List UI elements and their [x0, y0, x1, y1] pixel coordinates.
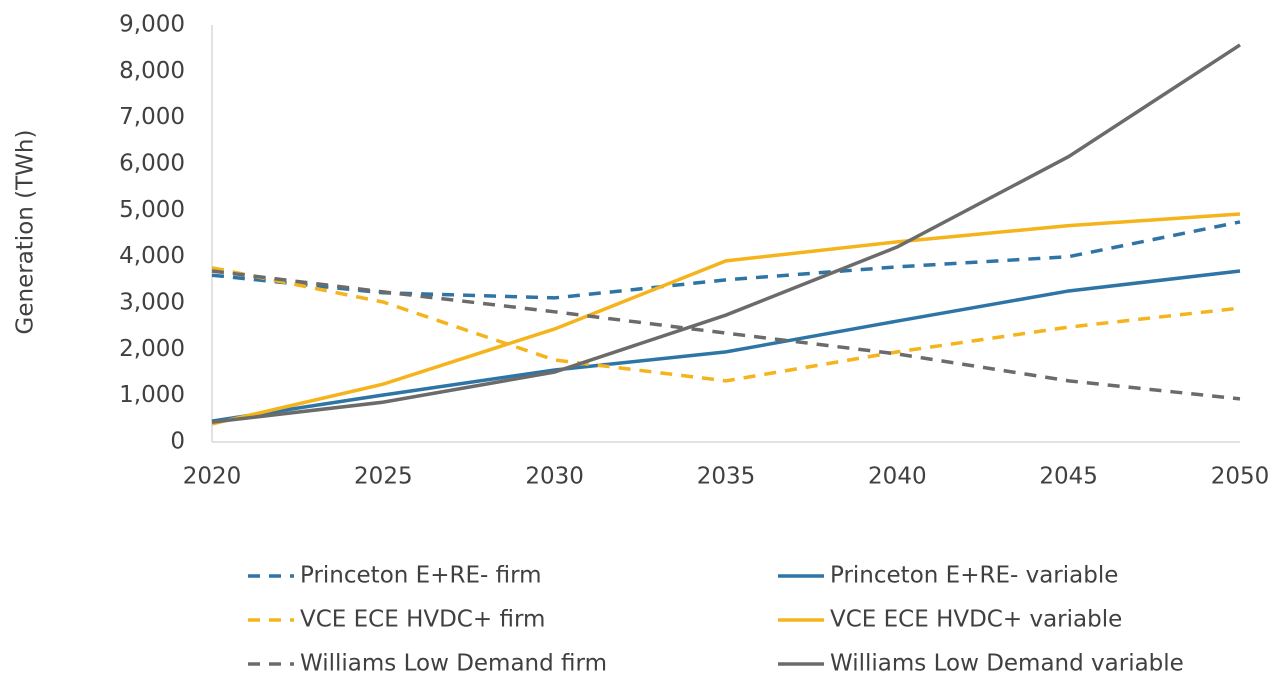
x-tick-label: 2030 [525, 464, 584, 490]
y-axis-label: Generation (TWh) [13, 130, 39, 335]
legend-label: Williams Low Demand variable [830, 651, 1184, 677]
legend-label: VCE ECE HVDC+ firm [300, 607, 545, 633]
data-line [211, 43, 1241, 424]
y-tick-label: 9,000 [119, 12, 185, 38]
x-tick-label: 2025 [354, 464, 413, 490]
x-tick-label: 2040 [868, 464, 927, 490]
x-tick-label: 2050 [1211, 464, 1270, 490]
legend-label: Princeton E+RE- firm [300, 563, 542, 589]
data-line [211, 269, 1241, 401]
y-tick-label: 7,000 [119, 104, 185, 130]
y-tick-label: 6,000 [119, 151, 185, 177]
y-tick-label: 2,000 [119, 336, 185, 362]
legend-label: Williams Low Demand firm [300, 651, 607, 677]
y-tick-label: 3,000 [119, 290, 185, 316]
legend-label: Princeton E+RE- variable [830, 563, 1118, 589]
data-line [211, 269, 1241, 423]
legend-label: VCE ECE HVDC+ variable [830, 607, 1122, 633]
x-tick-label: 2020 [183, 464, 242, 490]
y-tick-label: 1,000 [119, 382, 185, 408]
data-line [211, 212, 1241, 426]
y-tick-label: 0 [170, 429, 185, 455]
data-line [211, 266, 1241, 383]
x-tick-label: 2045 [1039, 464, 1098, 490]
x-tick-label: 2035 [697, 464, 756, 490]
y-tick-label: 8,000 [119, 58, 185, 84]
y-tick-label: 4,000 [119, 243, 185, 269]
y-tick-label: 5,000 [119, 197, 185, 223]
